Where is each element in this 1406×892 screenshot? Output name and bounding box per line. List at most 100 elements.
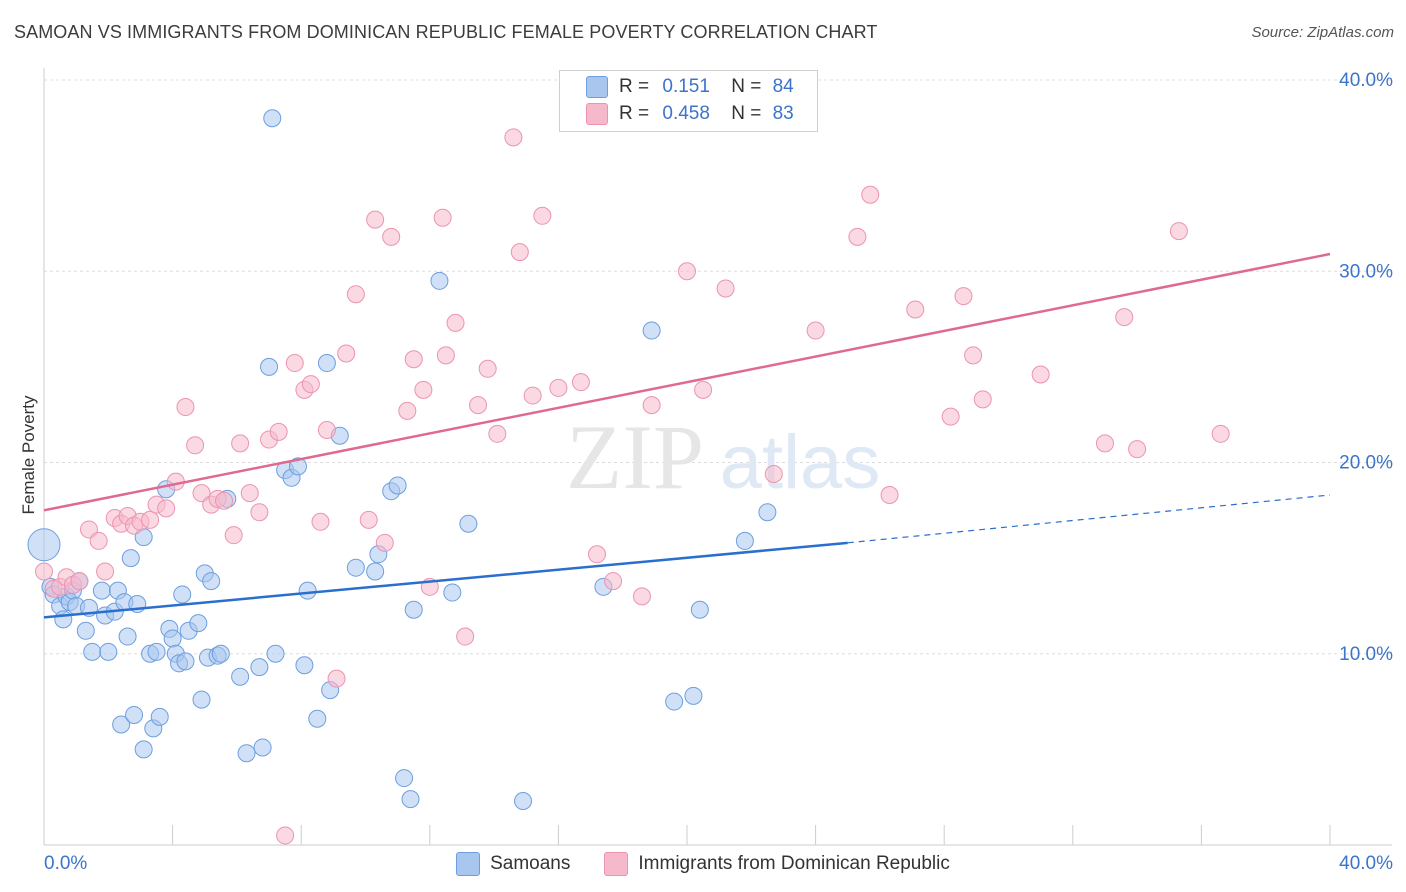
- r-label: R =: [619, 103, 650, 124]
- samoans-point: [176, 652, 195, 671]
- dominican-swatch: [604, 852, 629, 876]
- dominican-point: [1211, 424, 1230, 443]
- correlation-legend: R = 0.151 N = 84 R = 0.458 N = 83: [559, 70, 818, 132]
- dominican-point: [276, 826, 295, 845]
- dominican-point: [488, 424, 507, 443]
- samoans-point: [92, 581, 111, 600]
- dominican-point: [848, 227, 867, 246]
- dominican-point: [1095, 434, 1114, 453]
- samoans-point: [231, 667, 250, 686]
- samoans-trend-extension: [847, 494, 1331, 544]
- samoans-point: [76, 621, 95, 640]
- dominican-point: [404, 350, 423, 369]
- n-value: 83: [772, 103, 794, 124]
- legend-item-samoans[interactable]: Samoans: [456, 852, 570, 876]
- samoans-point: [189, 614, 208, 633]
- dominican-point: [587, 545, 606, 564]
- n-value: 84: [772, 76, 794, 97]
- dominican-point: [433, 208, 452, 227]
- dominican-point: [694, 380, 713, 399]
- watermark: ZIP atlas: [566, 406, 880, 508]
- r-value: 0.458: [662, 103, 710, 124]
- dominican-point: [604, 572, 623, 591]
- samoans-point: [54, 610, 73, 629]
- dominican-point: [231, 434, 250, 453]
- dominican-point: [906, 300, 925, 319]
- n-label: N =: [731, 76, 762, 97]
- dominican-point: [186, 436, 205, 455]
- dominican-point: [764, 464, 783, 483]
- dominican-point: [632, 587, 651, 606]
- dominican-point: [80, 520, 99, 539]
- dominican-point: [533, 206, 552, 225]
- watermark-zip: ZIP: [566, 406, 704, 508]
- samoans-point: [758, 503, 777, 522]
- dominican-point: [571, 373, 590, 392]
- samoans-point: [192, 690, 211, 709]
- samoans-point: [401, 790, 420, 809]
- samoans-point: [317, 354, 336, 373]
- samoans-swatch: [456, 852, 481, 876]
- dominican-point: [250, 503, 269, 522]
- samoans-points: [27, 109, 777, 811]
- dominican-point: [311, 512, 330, 531]
- dominican-point: [510, 243, 529, 262]
- dominican-point: [375, 533, 394, 552]
- samoans-point: [134, 740, 153, 759]
- samoans-point: [260, 357, 279, 376]
- y-tick-label: 20.0%: [1339, 453, 1393, 474]
- samoans-point: [118, 627, 137, 646]
- samoans-point: [211, 644, 230, 663]
- axes: [43, 68, 1392, 846]
- samoans-point: [83, 642, 102, 661]
- dominican-point: [549, 378, 568, 397]
- samoans-point: [99, 642, 118, 661]
- dominican-point: [269, 422, 288, 441]
- dominican-point: [240, 484, 259, 503]
- tick-labels: 10.0% 20.0% 30.0% 40.0% 0.0% 40.0%: [44, 70, 1393, 874]
- samoans-point: [253, 738, 272, 757]
- samoans-point: [346, 558, 365, 577]
- gridlines: [44, 79, 1392, 655]
- samoans-point: [27, 528, 61, 562]
- samoans-point: [366, 562, 385, 581]
- dominican-point: [436, 346, 455, 365]
- samoans-point: [147, 642, 166, 661]
- samoans-point: [690, 600, 709, 619]
- dominican-point: [327, 669, 346, 688]
- legend-item-dominican[interactable]: Immigrants from Dominican Republic: [604, 852, 950, 876]
- dominican-point: [954, 287, 973, 306]
- dominican-point: [224, 526, 243, 545]
- y-tick-label: 30.0%: [1339, 261, 1393, 282]
- dominican-trend-line: [43, 252, 1331, 512]
- dominican-point: [96, 562, 115, 581]
- x-tick-label-min: 0.0%: [44, 853, 87, 874]
- dominican-point: [880, 486, 899, 505]
- dominican-point: [398, 401, 417, 420]
- n-label: N =: [731, 103, 762, 124]
- samoans-point: [173, 585, 192, 604]
- dominican-point: [346, 285, 365, 304]
- samoans-point: [237, 744, 256, 763]
- samoans-point: [459, 514, 478, 533]
- samoans-point: [125, 705, 144, 724]
- dominican-point: [861, 185, 880, 204]
- dominican-point: [973, 390, 992, 409]
- dominican-point: [1031, 365, 1050, 384]
- samoans-point: [642, 321, 661, 340]
- dominican-point: [301, 375, 320, 394]
- y-tick-label: 10.0%: [1339, 644, 1393, 665]
- r-label: R =: [619, 76, 650, 97]
- samoans-point: [288, 457, 307, 476]
- x-tick-label-max: 40.0%: [1339, 853, 1393, 874]
- trend-lines: [43, 252, 1331, 619]
- dominican-point: [382, 227, 401, 246]
- samoans-point: [735, 531, 754, 550]
- samoans-point: [121, 549, 140, 568]
- dominican-point: [70, 572, 89, 591]
- samoans-point: [112, 715, 131, 734]
- samoans-point: [266, 644, 285, 663]
- dominican-point: [941, 407, 960, 426]
- dominican-point: [141, 510, 160, 529]
